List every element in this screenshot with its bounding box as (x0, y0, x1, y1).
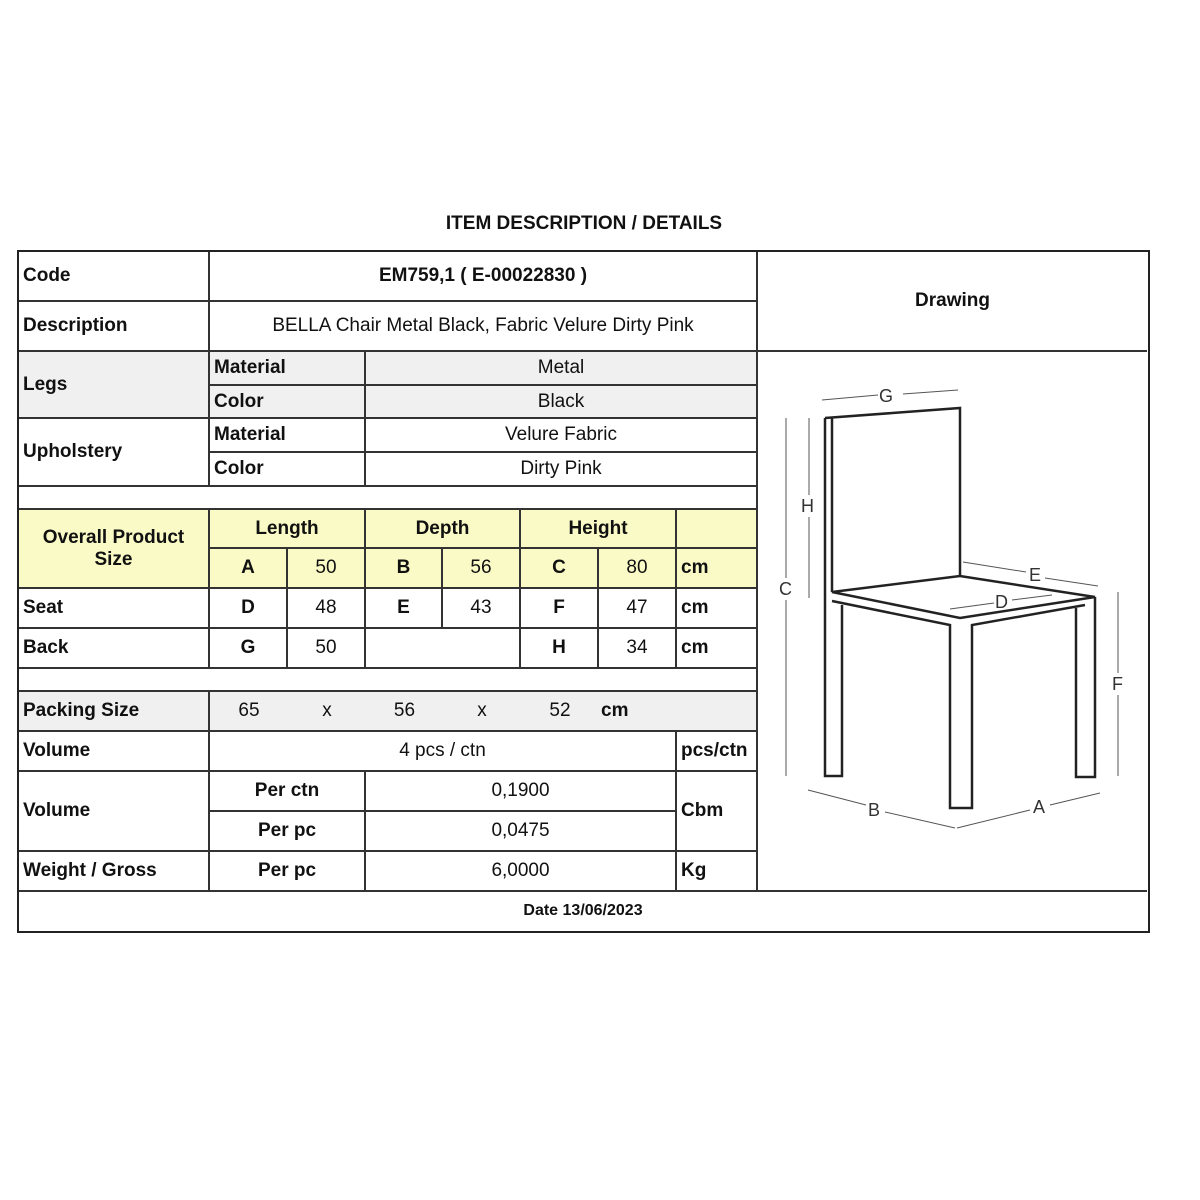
overall-size-label: Overall Product Size (19, 510, 210, 589)
legs-material: Metal (366, 352, 758, 386)
label-a: A (1033, 797, 1045, 817)
code-value: EM759,1 ( E-00022830 ) (210, 252, 758, 302)
unit-header (677, 510, 758, 549)
height-header: Height (521, 510, 677, 549)
label-b: B (868, 800, 880, 820)
label-f: F (1112, 674, 1123, 694)
dim-value: 56 (443, 549, 521, 589)
volume-cbm-unit: Cbm (677, 772, 758, 852)
packing-unit: cm (599, 692, 758, 732)
packing-height: 52 (521, 692, 599, 732)
empty-cell (366, 629, 521, 669)
drawing-label: Drawing (758, 252, 1147, 352)
dim-value: 50 (288, 549, 366, 589)
label-g: G (879, 386, 893, 406)
dim-value: 80 (599, 549, 677, 589)
per-pc-label: Per pc (210, 812, 366, 852)
upholstery-label: Upholstery (19, 419, 210, 487)
weight-label: Weight / Gross (19, 852, 210, 892)
weight-per-pc-label: Per pc (210, 852, 366, 892)
dim-letter: A (210, 549, 288, 589)
dim-value: 48 (288, 589, 366, 629)
chair-right-leg (1074, 597, 1097, 779)
weight-unit: Kg (677, 852, 758, 892)
seat-label: Seat (19, 589, 210, 629)
weight-value: 6,0000 (366, 852, 677, 892)
upholstery-color-label: Color (210, 453, 366, 487)
label-h: H (801, 496, 814, 516)
upholstery-color: Dirty Pink (366, 453, 758, 487)
per-ctn-label: Per ctn (210, 772, 366, 812)
upholstery-material-label: Material (210, 419, 366, 453)
length-header: Length (210, 510, 366, 549)
upholstery-material: Velure Fabric (366, 419, 758, 453)
dimension-lines (785, 389, 1119, 829)
dim-value: 50 (288, 629, 366, 669)
spacer-row (19, 487, 758, 510)
packing-length: 65 (210, 692, 288, 732)
volume-pcs-unit: pcs/ctn (677, 732, 758, 772)
chair-front-leg (831, 599, 1086, 810)
dim-unit: cm (677, 589, 758, 629)
description-value: BELLA Chair Metal Black, Fabric Velure D… (210, 302, 758, 352)
page-title: ITEM DESCRIPTION / DETAILS (445, 213, 723, 234)
legs-material-label: Material (210, 352, 366, 386)
date: Date 13/06/2023 (523, 902, 643, 919)
depth-header: Depth (366, 510, 521, 549)
dim-letter: B (366, 549, 443, 589)
dim-letter: D (210, 589, 288, 629)
chair-seat (831, 574, 1096, 620)
spec-table (17, 250, 1150, 933)
times-sign: x (288, 692, 366, 732)
label-c: C (779, 579, 792, 599)
dim-value: 34 (599, 629, 677, 669)
dim-letter: H (521, 629, 599, 669)
legs-color-label: Color (210, 386, 366, 419)
legs-label: Legs (19, 352, 210, 419)
dim-unit: cm (677, 629, 758, 669)
per-ctn-value: 0,1900 (366, 772, 677, 812)
legs-color: Black (366, 386, 758, 419)
chair-back-outline (824, 406, 962, 575)
times-sign: x (443, 692, 521, 732)
per-pc-value: 0,0475 (366, 812, 677, 852)
packing-depth: 56 (366, 692, 443, 732)
volume-label: Volume (19, 732, 210, 772)
dim-letter: E (366, 589, 443, 629)
dim-value: 47 (599, 589, 677, 629)
packing-label: Packing Size (19, 692, 210, 732)
label-e: E (1029, 565, 1041, 585)
back-label: Back (19, 629, 210, 669)
volume-pcs-value: 4 pcs / ctn (210, 732, 677, 772)
dim-letter: C (521, 549, 599, 589)
dim-unit: cm (677, 549, 758, 589)
dim-letter: F (521, 589, 599, 629)
drawing-cell (758, 352, 1147, 892)
label-d: D (995, 592, 1008, 612)
description-label: Description (19, 302, 210, 352)
dim-value: 43 (443, 589, 521, 629)
dim-letter: G (210, 629, 288, 669)
volume-cbm-label: Volume (19, 772, 210, 852)
code-label: Code (19, 252, 210, 302)
chair-left-leg (823, 418, 844, 778)
spacer-row (19, 669, 758, 692)
